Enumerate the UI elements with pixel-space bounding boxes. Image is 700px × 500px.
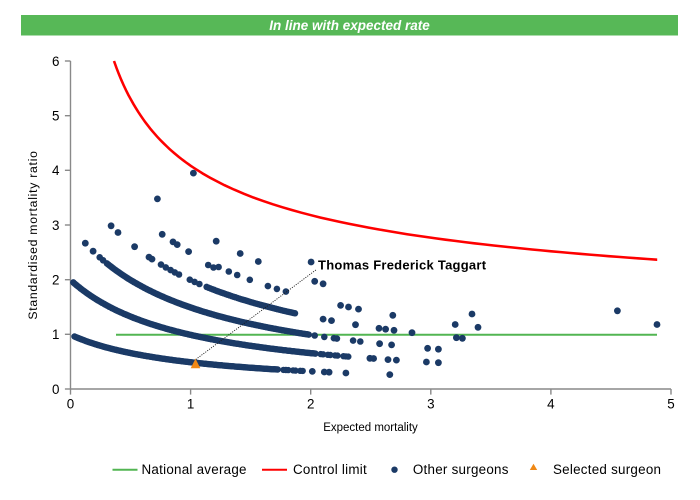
svg-text:0: 0: [67, 397, 74, 412]
svg-text:2: 2: [52, 273, 59, 288]
svg-text:1: 1: [187, 397, 194, 412]
svg-text:5: 5: [667, 397, 674, 412]
svg-text:In line with expected rate: In line with expected rate: [269, 18, 430, 33]
svg-text:1: 1: [52, 327, 59, 342]
svg-text:5: 5: [52, 109, 59, 124]
svg-text:Other surgeons: Other surgeons: [413, 462, 509, 477]
svg-text:4: 4: [547, 397, 555, 412]
svg-text:National average: National average: [142, 462, 247, 477]
svg-text:2: 2: [307, 397, 314, 412]
svg-text:4: 4: [52, 163, 60, 178]
svg-text:Control limit: Control limit: [293, 462, 367, 477]
svg-text:Thomas Frederick Taggart: Thomas Frederick Taggart: [318, 258, 487, 273]
svg-text:Expected mortality: Expected mortality: [323, 422, 418, 434]
svg-text:Selected surgeon: Selected surgeon: [553, 462, 661, 477]
svg-text:0: 0: [52, 382, 59, 397]
svg-text:6: 6: [52, 54, 59, 69]
svg-text:3: 3: [52, 218, 59, 233]
svg-text:3: 3: [427, 397, 434, 412]
svg-text:Standardised mortality ratio: Standardised mortality ratio: [26, 150, 40, 319]
